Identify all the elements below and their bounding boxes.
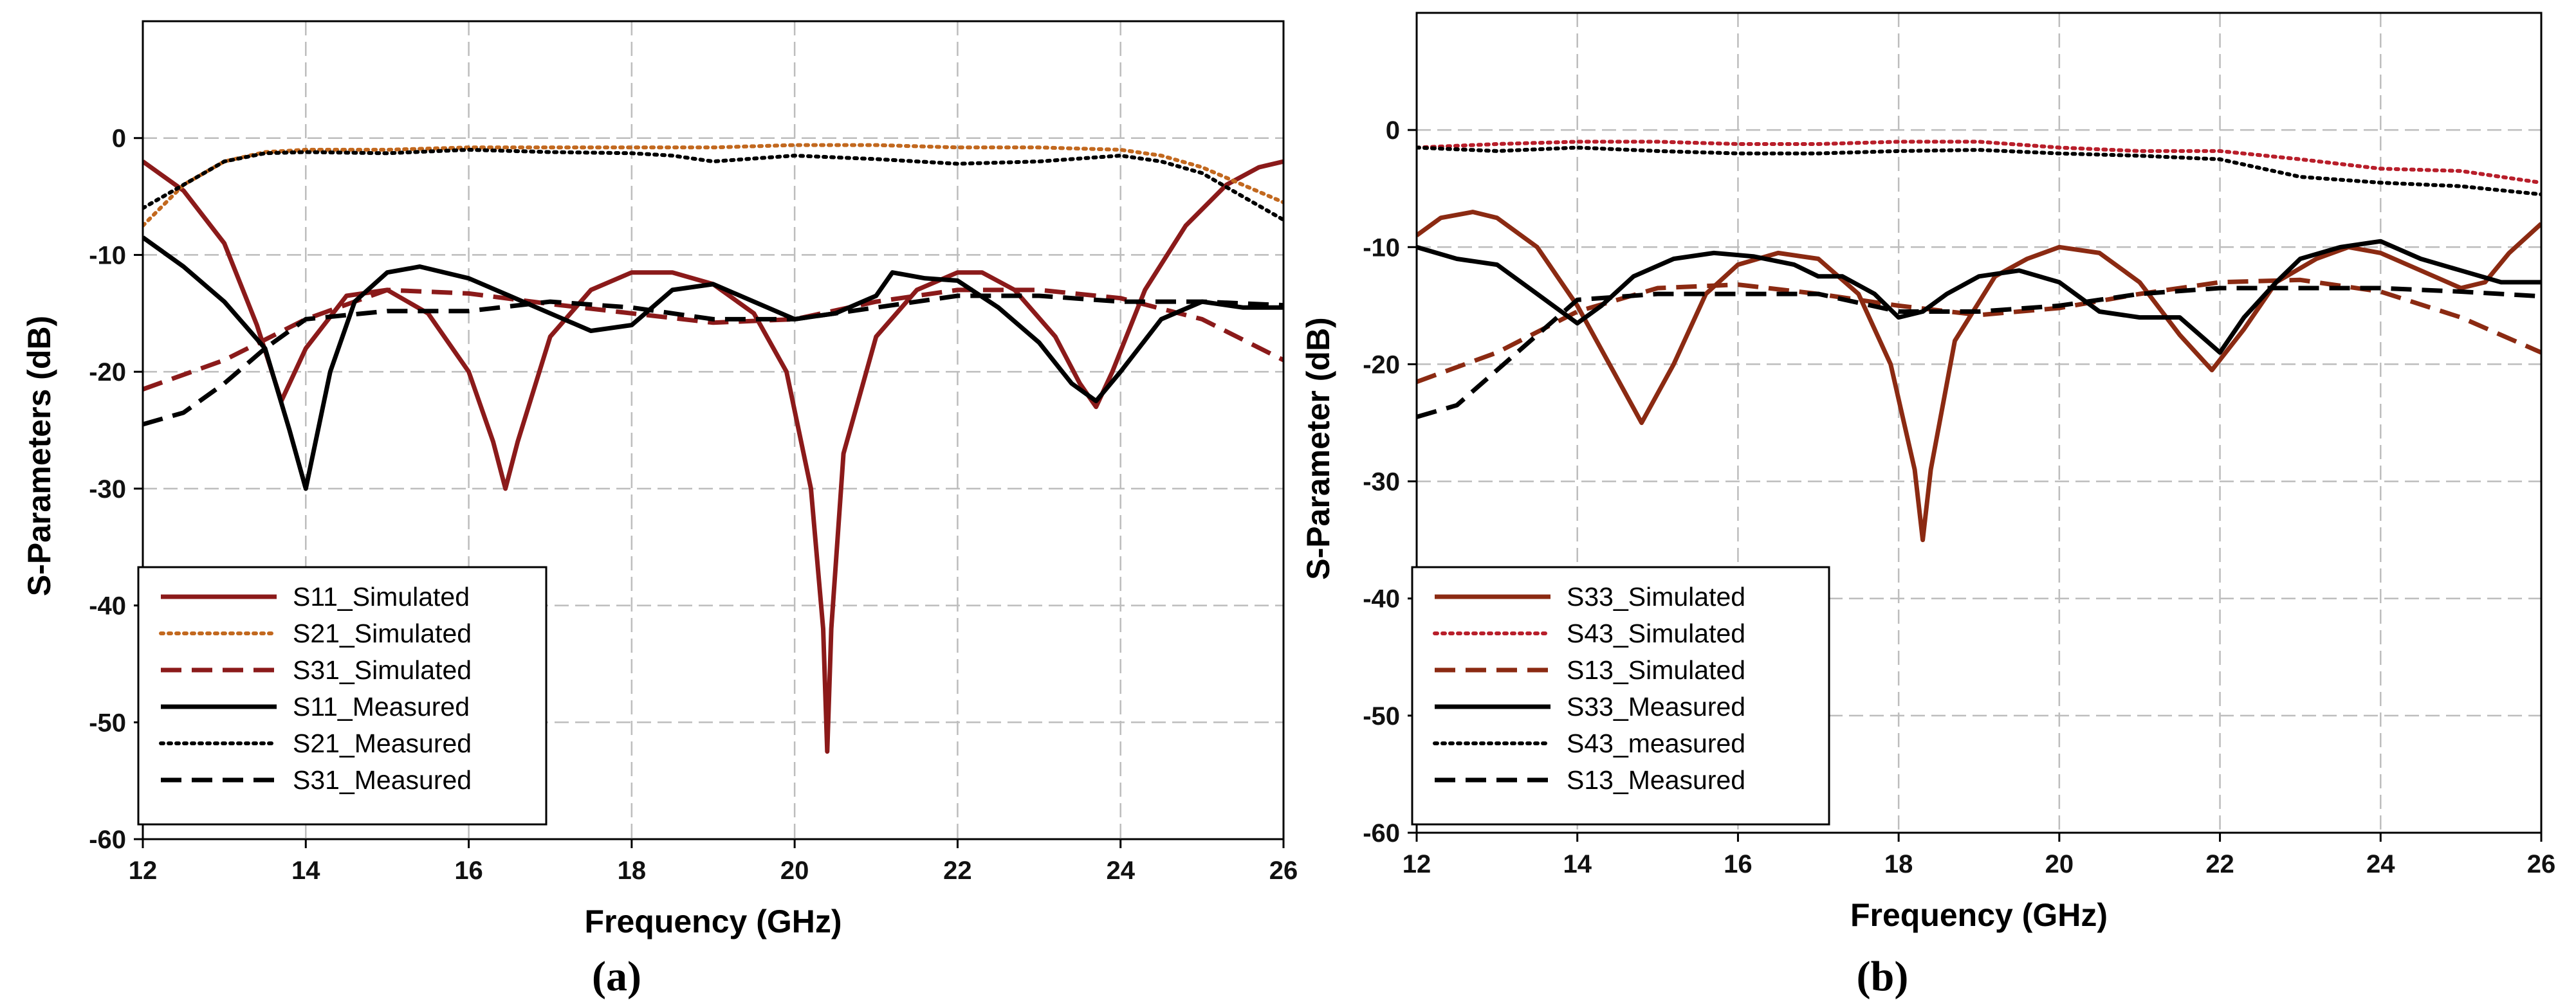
y-axis-title: S-Parameter (dB) <box>1300 317 1336 579</box>
y-tick-label: 0 <box>1386 116 1400 145</box>
series-line-s13-simulated <box>1417 277 2541 385</box>
panel-label: (b) <box>1857 953 1909 1000</box>
legend: S33_Simulated S43_Simulated S13_Simulated S… <box>1411 566 1830 826</box>
series-line-s43-measured <box>1417 145 2541 197</box>
legend-label: S13_Simulated <box>1567 655 1745 685</box>
y-tick-label: -50 <box>89 709 126 737</box>
series-group <box>143 143 1283 754</box>
legend-label: S31_Measured <box>293 765 472 795</box>
y-tick-label: -50 <box>1363 702 1400 730</box>
x-tick-label: 26 <box>1269 857 1298 885</box>
legend-label: S33_Measured <box>1567 692 1745 721</box>
plot-area-frame <box>1415 12 2543 834</box>
x-tick-label: 24 <box>2366 850 2395 878</box>
x-axis-title: Frequency (GHz) <box>584 903 842 939</box>
series-group <box>1417 140 2541 543</box>
y-tick-label: -20 <box>1363 350 1400 379</box>
y-tick-label: -30 <box>89 475 126 504</box>
y-tick-label: 0 <box>112 125 126 153</box>
legend-label: S13_Measured <box>1567 765 1745 795</box>
legend-label: S43_Simulated <box>1567 619 1745 648</box>
legend-label: S11_Simulated <box>293 582 470 612</box>
legend-label: S21_Simulated <box>293 619 472 648</box>
x-tick-label: 16 <box>454 857 483 885</box>
y-tick-label: -10 <box>89 241 126 269</box>
x-tick-label: 12 <box>129 857 158 885</box>
y-tick-label: -30 <box>1363 468 1400 496</box>
series-line-s21-measured <box>143 147 1283 222</box>
series-line-s33-measured <box>1417 239 2541 355</box>
legend-label: S33_Simulated <box>1567 582 1745 612</box>
series-line-s33-simulated <box>1417 210 2541 543</box>
legend: S11_Simulated S21_Simulated S31_Simulated S… <box>137 566 547 826</box>
legend-label: S43_measured <box>1567 729 1745 758</box>
plot-area-frame <box>142 20 1285 840</box>
series-line-s43-simulated <box>1417 140 2541 185</box>
x-tick-label: 14 <box>1563 850 1592 878</box>
series-line-s21-simulated <box>143 143 1283 228</box>
x-axis-title: Frequency (GHz) <box>1850 897 2108 933</box>
y-tick-label: -60 <box>1363 819 1400 848</box>
x-tick-label: 22 <box>943 857 972 885</box>
y-tick-label: -10 <box>1363 233 1400 262</box>
x-tick-label: 20 <box>2045 850 2074 878</box>
series-line-s31-measured <box>143 293 1283 427</box>
legend-label: S31_Simulated <box>293 655 472 685</box>
x-tick-label: 26 <box>2527 850 2556 878</box>
panel-a-chart: 12 14 16 18 20 22 24 26 -60 -50 -40 -30 -20 -10 0 Frequ… <box>21 20 1298 1000</box>
x-tick-label: 14 <box>291 857 320 885</box>
x-tick-label: 12 <box>1403 850 1431 878</box>
series-line-s31-simulated <box>143 287 1283 392</box>
panel-b-chart: 12 14 16 18 20 22 24 26 -60 -50 -40 -30 -20 -10 0 Frequ… <box>1300 12 2556 1000</box>
series-line-s13-measured <box>1417 286 2541 419</box>
y-axis-title: S-Parameters (dB) <box>21 316 57 596</box>
y-tick-label: -60 <box>89 826 126 854</box>
x-tick-label: 20 <box>780 857 809 885</box>
series-line-s11-measured <box>143 235 1283 491</box>
x-tick-label: 16 <box>1724 850 1753 878</box>
y-tick-label: -40 <box>89 592 126 621</box>
x-tick-label: 18 <box>1884 850 1913 878</box>
y-tick-label: -20 <box>89 358 126 386</box>
x-tick-label: 24 <box>1106 857 1135 885</box>
panel-label: (a) <box>592 953 641 1000</box>
legend-label: S11_Measured <box>293 692 470 721</box>
x-tick-label: 22 <box>2205 850 2234 878</box>
x-tick-label: 18 <box>618 857 647 885</box>
y-tick-label: -40 <box>1363 585 1400 613</box>
legend-label: S21_Measured <box>293 729 472 758</box>
legend-box <box>1411 566 1830 826</box>
